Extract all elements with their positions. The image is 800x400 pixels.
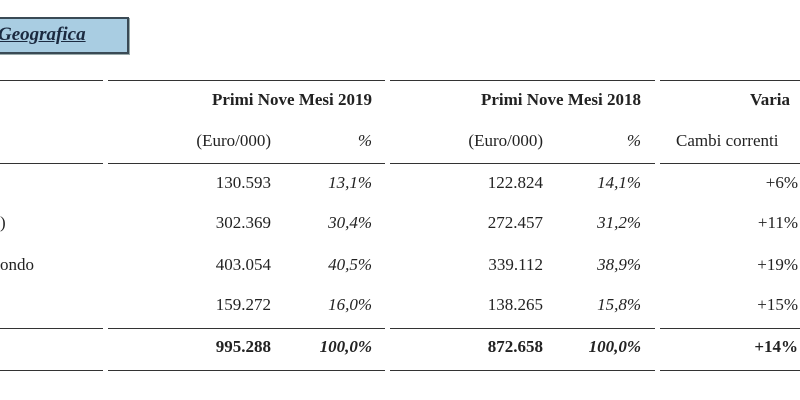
rule [660,80,800,81]
total-cell: +14% [754,337,798,356]
cell: 159.272 [215,295,271,314]
rule [390,163,655,164]
total-cell: 100,0% [319,337,372,356]
cell: +6% [765,173,798,192]
cell: 122.824 [487,173,543,192]
title-box [0,17,129,54]
section-title: Geografica [0,24,86,45]
rule [0,80,103,81]
cell: 15,8% [597,295,641,314]
total-cell: 872.658 [487,337,543,356]
cell: 272.457 [487,213,543,232]
rule [390,328,655,329]
row-label: ) [0,213,6,232]
rule [390,80,655,81]
rule [660,370,800,371]
column-header: Primi Nove Mesi 2019 [211,90,372,109]
cell: 16,0% [328,295,372,314]
cell: +11% [757,213,798,232]
cell: 302.369 [215,213,271,232]
rule [0,163,103,164]
column-subheader: (Euro/000) [468,131,543,150]
cell: 339.112 [488,255,543,274]
column-header: Primi Nove Mesi 2018 [480,90,641,109]
column-subheader: (Euro/000) [196,131,271,150]
total-cell: 995.288 [215,337,271,356]
rule [108,328,385,329]
rule [660,328,800,329]
cell: +19% [757,255,798,274]
cell: 38,9% [597,255,641,274]
column-subheader: % [357,131,372,150]
cell: 31,2% [597,213,641,232]
cell: 30,4% [328,213,372,232]
cell: +15% [757,295,798,314]
column-subheader: % [626,131,641,150]
cell: 14,1% [597,173,641,192]
rule [108,80,385,81]
rule [0,370,103,371]
cell: 40,5% [328,255,372,274]
rule [390,370,655,371]
cell: 138.265 [487,295,543,314]
total-cell: 100,0% [588,337,641,356]
rule [660,163,800,164]
rule [0,328,103,329]
column-subheader: Cambi correnti [676,131,779,150]
cell: 403.054 [215,255,271,274]
row-label: ondo [0,255,34,274]
cell: 130.593 [215,173,271,192]
rule [108,163,385,164]
cell: 13,1% [328,173,372,192]
rule [108,370,385,371]
column-header: Varia [750,90,790,109]
